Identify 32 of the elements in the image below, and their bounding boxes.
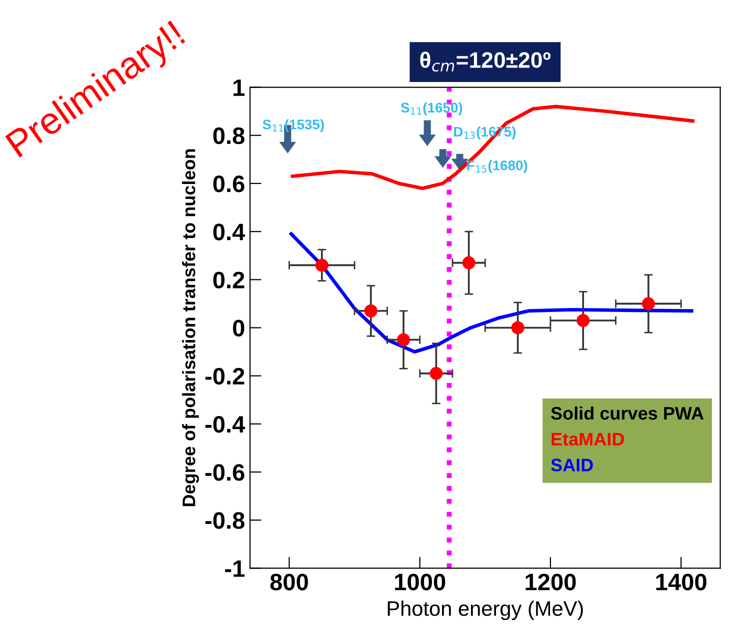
x-axis-title: Photon energy (MeV) bbox=[388, 600, 583, 620]
y-tick-label: 0.2 bbox=[213, 272, 244, 288]
y-tick-label: -0.4 bbox=[205, 416, 246, 433]
point bbox=[642, 297, 655, 310]
annotation: S$_{11}$(1535) bbox=[262, 119, 324, 132]
y-tick-label: -0.6 bbox=[205, 464, 244, 481]
point bbox=[462, 256, 476, 270]
point bbox=[430, 366, 443, 380]
text: EtaMAID bbox=[552, 432, 624, 446]
point bbox=[576, 314, 590, 328]
y-tick-label: 0.6 bbox=[213, 176, 244, 192]
legend-title: Solid curves PWA bbox=[551, 406, 704, 420]
chart-title: θ$_{cm}$=120±20º bbox=[420, 52, 551, 72]
annotation: F$_{15}$(1680) bbox=[467, 160, 528, 174]
y-tick-label: 0.8 bbox=[213, 127, 244, 144]
point bbox=[315, 258, 328, 272]
line-series bbox=[289, 232, 694, 354]
point bbox=[511, 321, 524, 334]
y-tick-label: -0.8 bbox=[205, 512, 244, 529]
x-tick-label: 800 bbox=[270, 574, 308, 590]
y-tick-label: 0 bbox=[232, 320, 244, 337]
x-tick-label: 1000 bbox=[395, 574, 446, 590]
annotation: S$_{11}$(1650) bbox=[400, 102, 462, 116]
text: SAID bbox=[551, 458, 593, 472]
y-tick-label: -1 bbox=[225, 560, 245, 577]
point bbox=[397, 333, 410, 346]
x-tick-label: 1200 bbox=[526, 574, 576, 590]
y-tick-label: -0.2 bbox=[205, 368, 244, 385]
y-tick-label: 0.4 bbox=[213, 224, 246, 240]
y-tick-label: 1 bbox=[234, 80, 245, 96]
x-tick-label: 1400 bbox=[656, 574, 706, 590]
point bbox=[364, 304, 378, 318]
